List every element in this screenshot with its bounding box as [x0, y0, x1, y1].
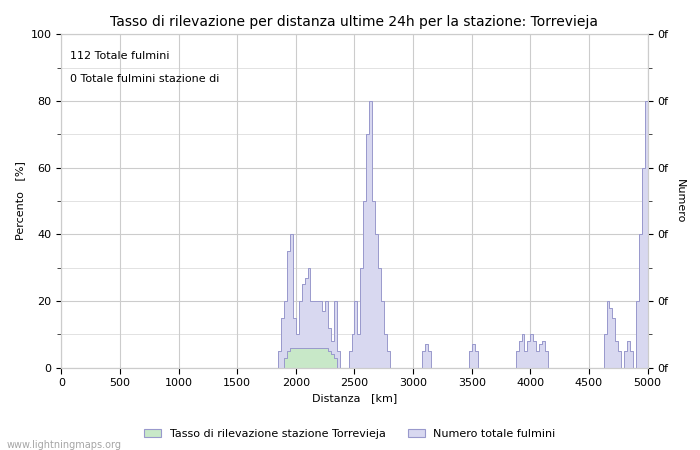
Y-axis label: Numero: Numero: [675, 179, 685, 223]
Title: Tasso di rilevazione per distanza ultime 24h per la stazione: Torrevieja: Tasso di rilevazione per distanza ultime…: [111, 15, 598, 29]
X-axis label: Distanza   [km]: Distanza [km]: [312, 393, 397, 404]
Text: 0 Totale fulmini stazione di: 0 Totale fulmini stazione di: [70, 74, 219, 84]
Y-axis label: Percento   [%]: Percento [%]: [15, 162, 25, 240]
Text: 112 Totale fulmini: 112 Totale fulmini: [70, 51, 169, 61]
Text: www.lightningmaps.org: www.lightningmaps.org: [7, 440, 122, 450]
Legend: Tasso di rilevazione stazione Torrevieja, Numero totale fulmini: Tasso di rilevazione stazione Torrevieja…: [139, 423, 561, 445]
